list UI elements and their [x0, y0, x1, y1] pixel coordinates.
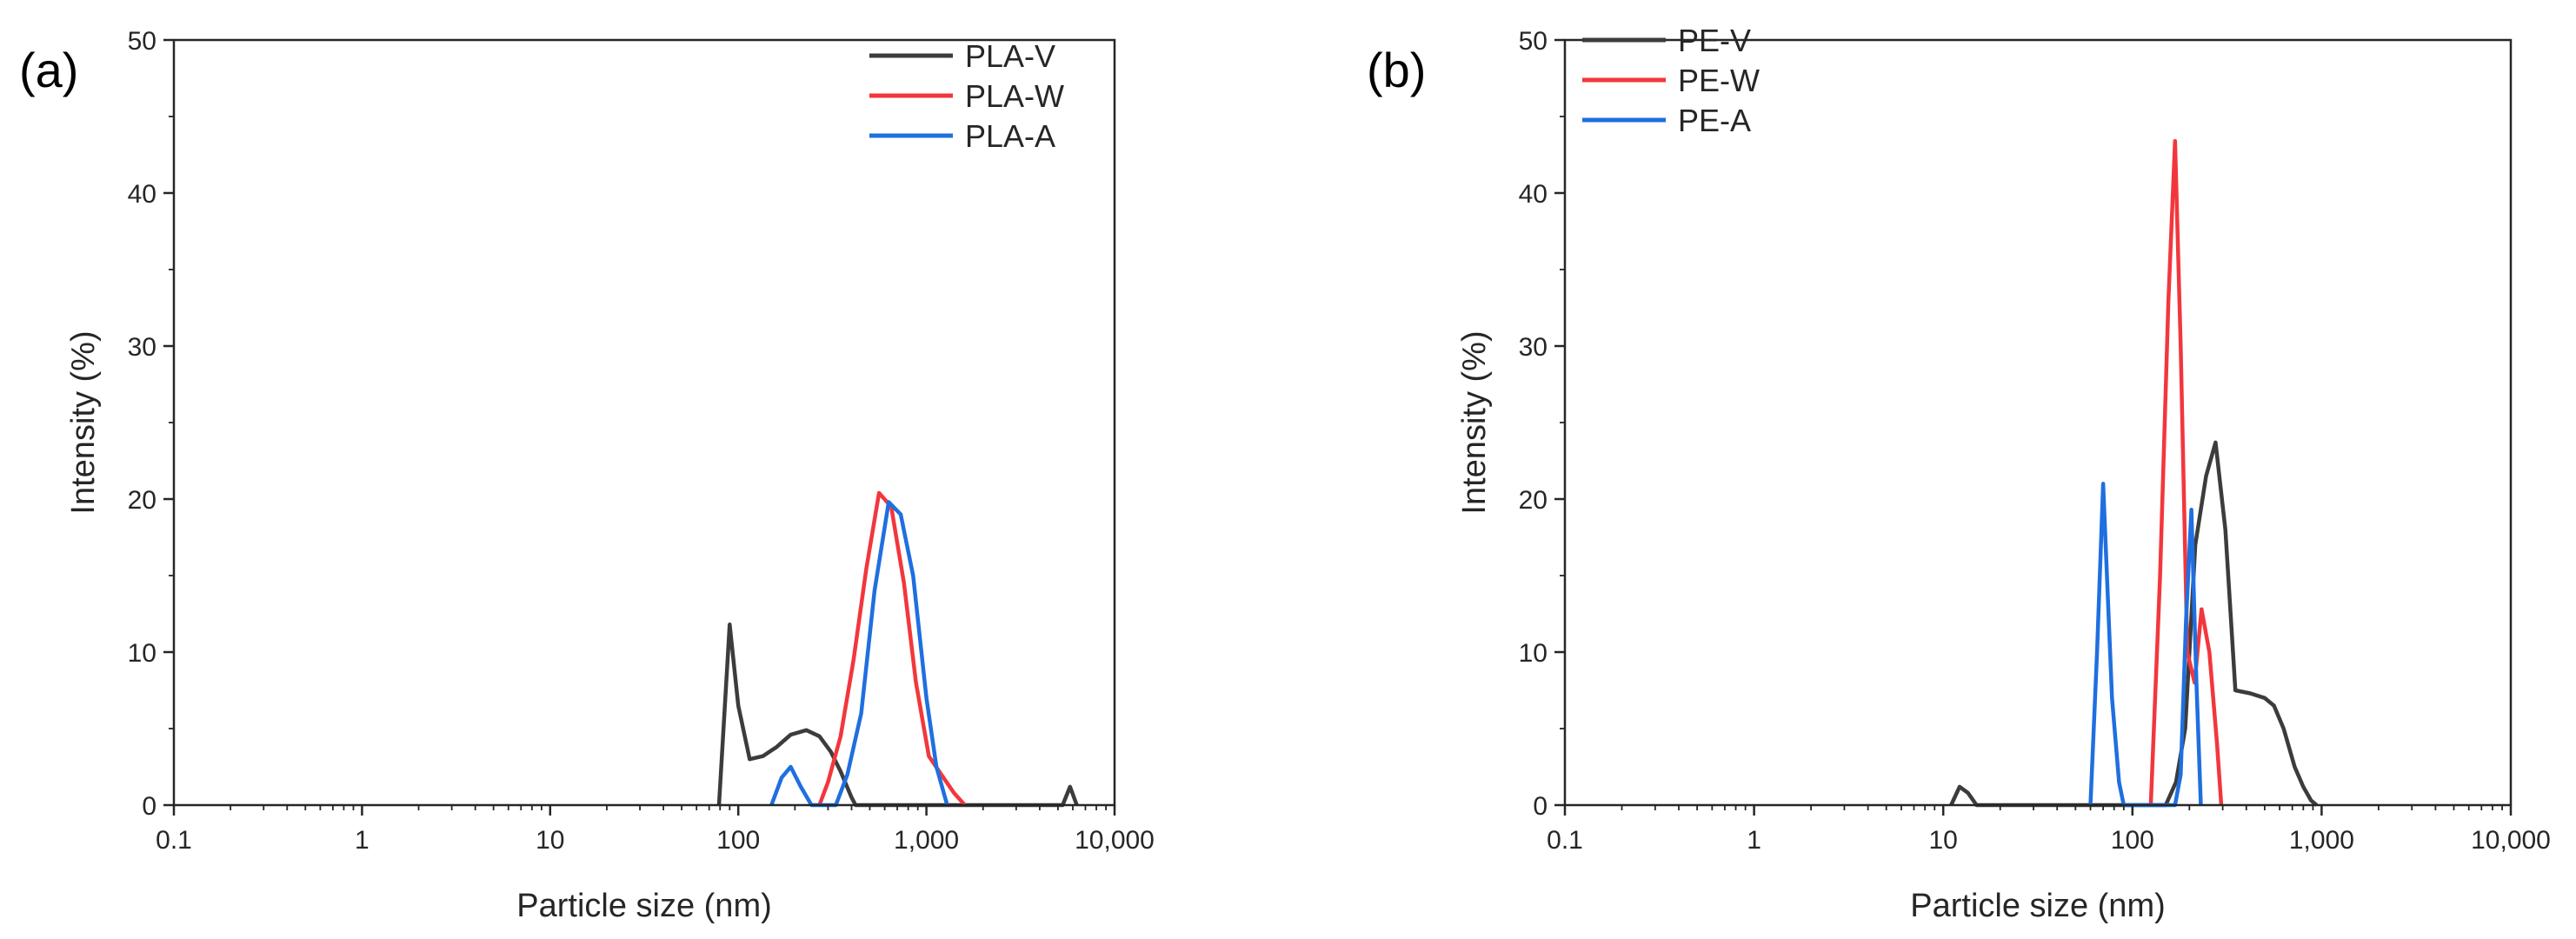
y-tick-label: 10: [1519, 639, 1548, 668]
legend: PE-V PE-W PE-A: [1582, 23, 1760, 138]
chart-panel-a: (a) 0.1 1 10 100 1,000 10,000 0 10 20 30 40 50 Par…: [19, 27, 1155, 924]
y-axis-title: Intensity (%): [1456, 330, 1493, 514]
series-line-pla-v: [716, 623, 1079, 808]
x-tick-label: 0.1: [156, 826, 192, 855]
y-tick-label: 40: [128, 180, 156, 209]
y-tick-label: 30: [1519, 333, 1548, 362]
plot-frame: [1563, 38, 2513, 807]
x-tick-label: 1: [355, 826, 369, 855]
x-axis-title: Particle size (nm): [516, 888, 772, 924]
legend-label: PE-A: [1678, 103, 1751, 138]
y-tick-label: 30: [128, 333, 156, 362]
x-tick-label: 0.1: [1547, 826, 1583, 855]
x-tick-label: 10,000: [1075, 826, 1155, 855]
x-tick-label: 10: [1929, 826, 1958, 855]
legend: PLA-V PLA-W PLA-A: [869, 38, 1064, 154]
x-tick-label: 100: [716, 826, 760, 855]
y-axis-title: Intensity (%): [65, 330, 102, 514]
series-line-pla-w: [817, 490, 967, 807]
y-tick-label: 0: [142, 792, 156, 821]
y-tick-label: 10: [128, 639, 156, 668]
series-line-pe-v: [1949, 440, 2319, 808]
panel-label: (a): [19, 43, 78, 97]
legend-label: PLA-V: [965, 38, 1055, 74]
chart-panel-b: (b) 0.1 1 10 100 1,000 10,000 0 10 20 30 40 50 Par…: [1367, 23, 2551, 924]
y-tick-label: 40: [1519, 180, 1548, 209]
y-tick-label: 50: [1519, 27, 1548, 56]
series-line-pe-w: [2148, 138, 2224, 806]
series-line-pla-a: [769, 500, 949, 808]
x-tick-label: 1,000: [2289, 826, 2354, 855]
panel-label: (b): [1367, 43, 1426, 97]
x-axis-title: Particle size (nm): [1910, 888, 2166, 924]
x-tick-label: 10,000: [2471, 826, 2551, 855]
legend-label: PLA-A: [965, 118, 1055, 154]
x-tick-label: 1,000: [894, 826, 959, 855]
legend-label: PE-W: [1678, 63, 1760, 98]
plot-frame: [172, 38, 1116, 807]
x-tick-label: 10: [536, 826, 564, 855]
legend-label: PE-V: [1678, 23, 1751, 58]
y-tick-label: 0: [1533, 792, 1548, 821]
y-tick-label: 50: [128, 27, 156, 56]
y-tick-label: 20: [128, 486, 156, 515]
x-tick-label: 1: [1747, 826, 1761, 855]
y-tick-label: 20: [1519, 486, 1548, 515]
legend-label: PLA-W: [965, 78, 1064, 114]
x-tick-label: 100: [2111, 826, 2154, 855]
